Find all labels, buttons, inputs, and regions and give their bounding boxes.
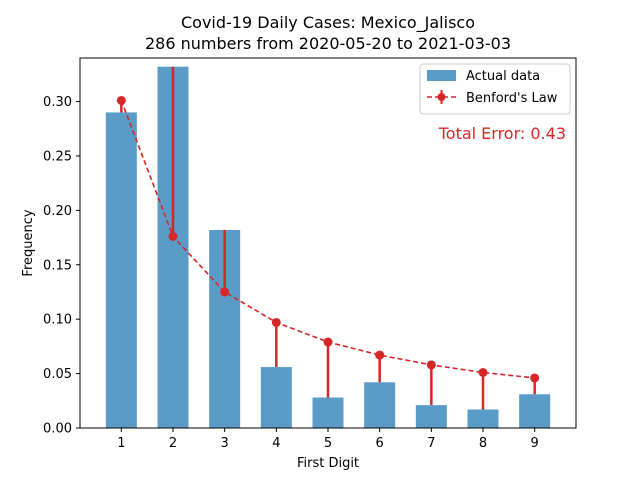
benford-series bbox=[116, 66, 540, 410]
legend-label-actual: Actual data bbox=[466, 69, 540, 84]
benford-point-digit-5 bbox=[323, 337, 333, 347]
bar-digit-8 bbox=[467, 409, 499, 428]
y-tick-label: 0.00 bbox=[43, 422, 72, 437]
benford-point-digit-1 bbox=[116, 95, 126, 105]
x-tick-label: 4 bbox=[272, 436, 280, 451]
benford-point-digit-2 bbox=[168, 231, 178, 241]
benford-point-digit-7 bbox=[426, 360, 436, 370]
total-error-annotation: Total Error: 0.43 bbox=[438, 124, 566, 143]
bar-digit-5 bbox=[312, 397, 344, 428]
x-tick-label: 8 bbox=[479, 436, 487, 451]
x-tick-label: 2 bbox=[169, 436, 177, 451]
bar-digit-6 bbox=[364, 382, 396, 428]
legend-swatch-actual bbox=[427, 70, 456, 81]
y-tick-label: 0.25 bbox=[43, 149, 72, 164]
y-axis-ticks: 0.00 0.05 0.10 0.15 0.20 0.25 0.30 bbox=[43, 95, 80, 437]
bar-digit-7 bbox=[415, 405, 447, 428]
bar-digit-9 bbox=[519, 394, 551, 428]
x-tick-label: 5 bbox=[324, 436, 332, 451]
x-axis-label: First Digit bbox=[297, 456, 359, 471]
y-axis-label: Frequency bbox=[21, 209, 36, 276]
x-tick-label: 1 bbox=[117, 436, 125, 451]
legend-box bbox=[419, 63, 571, 115]
benford-point-digit-3 bbox=[220, 287, 230, 297]
legend: Actual data Benford's Law bbox=[419, 63, 571, 115]
x-tick-label: 6 bbox=[376, 436, 384, 451]
benford-point-digit-9 bbox=[530, 373, 540, 383]
x-tick-label: 9 bbox=[531, 436, 539, 451]
bar-digit-4 bbox=[260, 367, 292, 428]
benford-point-digit-6 bbox=[375, 350, 385, 360]
y-tick-label: 0.20 bbox=[43, 204, 72, 219]
benford-point-digit-4 bbox=[271, 317, 281, 327]
chart-title-line2: 286 numbers from 2020-05-20 to 2021-03-0… bbox=[145, 34, 511, 53]
x-axis-ticks: 1 2 3 4 5 6 7 8 9 bbox=[117, 428, 539, 451]
x-tick-label: 7 bbox=[427, 436, 435, 451]
y-tick-label: 0.30 bbox=[43, 95, 72, 110]
x-tick-label: 3 bbox=[221, 436, 229, 451]
y-tick-label: 0.05 bbox=[43, 367, 72, 382]
chart-title-line1: Covid-19 Daily Cases: Mexico_Jalisco bbox=[181, 13, 475, 33]
legend-label-benford: Benford's Law bbox=[466, 91, 558, 106]
bar-digit-1 bbox=[105, 112, 137, 428]
y-tick-label: 0.10 bbox=[43, 313, 72, 328]
y-tick-label: 0.15 bbox=[43, 258, 72, 273]
legend-swatch-benford-marker bbox=[437, 93, 446, 101]
benford-point-digit-8 bbox=[478, 368, 488, 377]
